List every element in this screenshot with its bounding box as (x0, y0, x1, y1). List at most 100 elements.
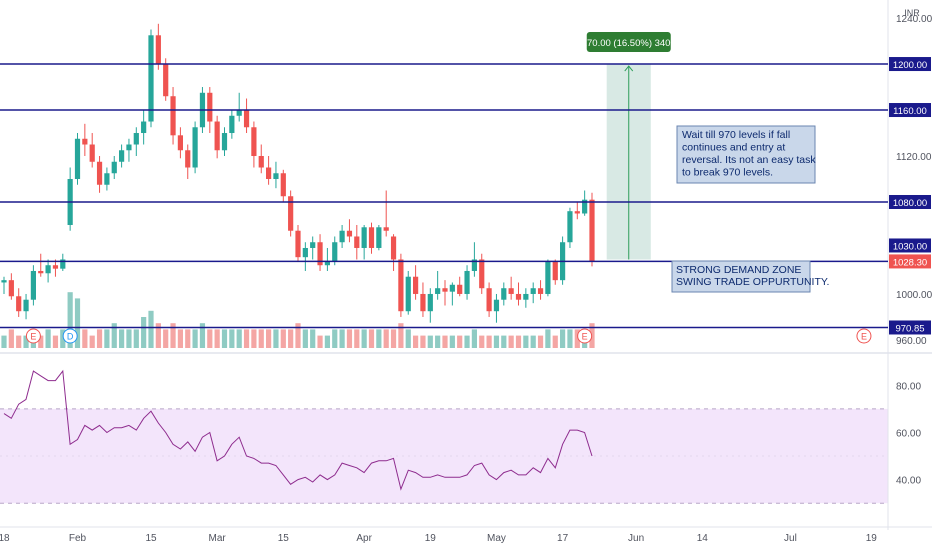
volume-bar (552, 335, 558, 348)
candle-body (324, 261, 330, 266)
candle-body (185, 150, 191, 168)
candle (141, 110, 147, 145)
candle-body (251, 127, 257, 157)
volume-bar (199, 323, 206, 348)
candle-body (280, 173, 286, 197)
candle (74, 133, 81, 185)
candle (30, 265, 36, 306)
candle-body (126, 144, 132, 151)
candle (280, 169, 286, 202)
annotation-text-line: to break 970 levels. (682, 167, 773, 179)
candle-body (545, 261, 551, 294)
target-projection: 170.00 (16.50%) 3400 (582, 32, 676, 260)
volume-bar (479, 335, 485, 348)
candle-body (449, 284, 455, 292)
candle-body (45, 265, 51, 274)
volume-bar (177, 329, 183, 348)
earnings-marker[interactable]: E (577, 328, 593, 344)
volume-bar (295, 323, 301, 348)
volume-bar (523, 335, 529, 348)
volume-bar (163, 329, 169, 348)
annotation-box-wait[interactable] (676, 125, 816, 184)
candle (376, 224, 382, 251)
level-price-tag[interactable] (889, 194, 931, 209)
candle (214, 115, 220, 159)
volume-bar (126, 329, 132, 348)
level-price-tag[interactable] (889, 57, 931, 72)
volume-bar (405, 329, 411, 348)
candle-body (8, 280, 14, 297)
candle (457, 276, 463, 297)
rsi-series-line (3, 369, 593, 491)
candle-body (368, 227, 375, 248)
candle (251, 121, 257, 168)
marker-letter: E (861, 332, 867, 342)
candle-body (383, 227, 389, 231)
volume-bar (486, 335, 492, 348)
level-1030-tag-label: 1030.00 (893, 241, 927, 252)
candle (273, 161, 279, 189)
marker-letter: E (30, 332, 36, 342)
volume-bar (221, 329, 228, 348)
volume-bar (67, 292, 73, 348)
candle (243, 98, 250, 134)
target-label-box (586, 32, 671, 53)
volume-bar (537, 335, 544, 348)
volume-bar (1, 335, 7, 348)
candle (163, 58, 169, 101)
rsi-line (3, 369, 593, 491)
candle (508, 276, 514, 300)
marker-circle[interactable] (856, 328, 872, 344)
level-price-tag[interactable] (889, 320, 931, 335)
candle-body (537, 288, 544, 294)
candle-body (435, 288, 441, 294)
candle (111, 156, 117, 179)
candle (442, 280, 448, 306)
candle-body (258, 156, 264, 168)
level-price-tag[interactable] (889, 103, 931, 118)
annotation-box-demand[interactable] (671, 260, 811, 293)
marker-circle[interactable] (62, 328, 78, 344)
candle-body (442, 288, 448, 292)
candle (89, 133, 95, 168)
candle (119, 144, 125, 168)
earnings-marker[interactable]: E (856, 328, 872, 344)
candle-body (170, 96, 176, 136)
dividend-marker[interactable]: D (62, 328, 78, 344)
candle (405, 270, 411, 315)
volume-bar (368, 329, 375, 348)
level-price-tag-label: 1200.00 (893, 60, 927, 71)
volume-bar (302, 329, 308, 348)
candle-body (332, 242, 338, 262)
volume-bar (185, 329, 191, 348)
candle (413, 265, 419, 300)
volume-bar (354, 329, 360, 348)
time-tick-label: Mar (209, 533, 227, 544)
grid (0, 0, 932, 530)
volume-bar (207, 329, 213, 348)
rsi-tick-label: 60.00 (896, 428, 921, 439)
earnings-marker[interactable]: E (25, 328, 41, 344)
candle-body (207, 92, 213, 122)
marker-circle[interactable] (25, 328, 41, 344)
level-1030-tag[interactable] (889, 238, 931, 253)
candle (501, 282, 507, 306)
candle (332, 236, 338, 266)
candle (324, 247, 330, 271)
candle (45, 259, 51, 283)
volume-bar (317, 335, 323, 348)
candle-body (582, 199, 588, 214)
currency-label: INR (904, 8, 920, 18)
volume-bar (464, 335, 470, 348)
candle-body (405, 276, 411, 312)
volume-bar (60, 329, 66, 348)
annotation-text-line: STRONG DEMAND ZONE (676, 264, 801, 276)
volume-bar (148, 310, 154, 348)
candle-body (589, 199, 595, 262)
volume-bar (104, 329, 110, 348)
marker-circle[interactable] (577, 328, 593, 344)
time-tick-label: 15 (145, 533, 157, 544)
annotation-text-line: continues and entry at (682, 142, 785, 154)
